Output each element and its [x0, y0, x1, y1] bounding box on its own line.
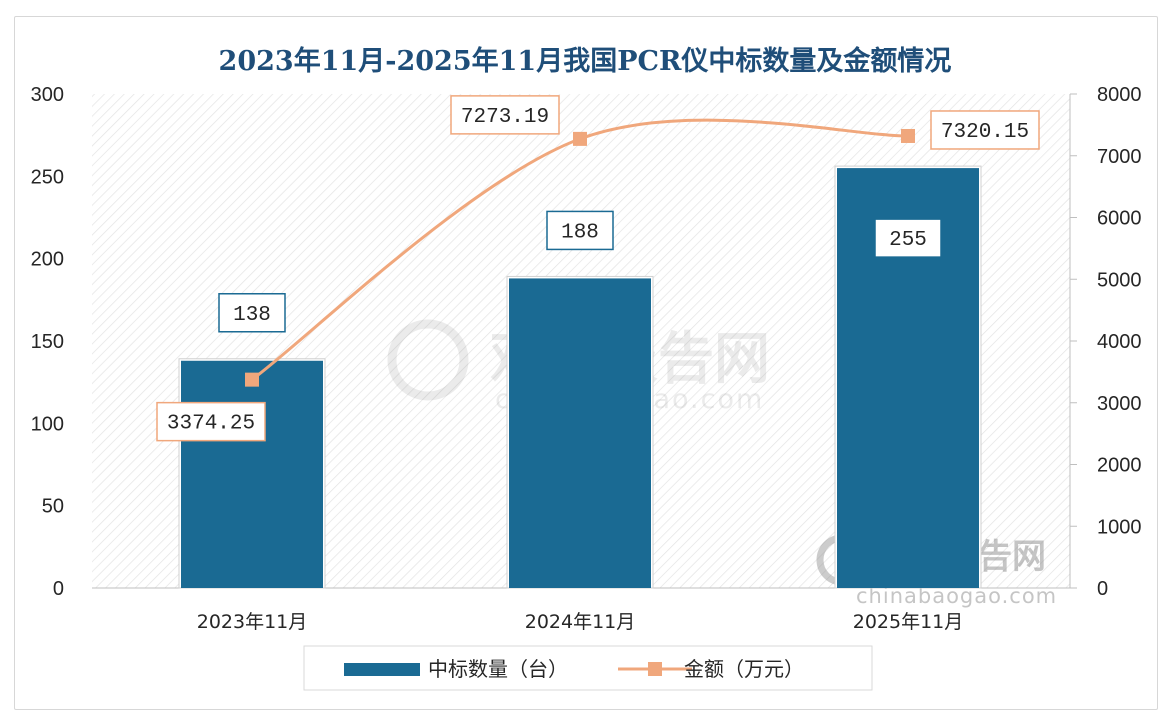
y-right-tick-label: 6000	[1097, 208, 1142, 230]
legend-line-label: 金额（万元）	[684, 657, 804, 681]
line-data-label: 7273.19	[461, 106, 549, 129]
y-right-tick-label: 7000	[1097, 146, 1142, 168]
y-left-tick-label: 100	[31, 413, 64, 435]
bar-data-label-box	[874, 218, 942, 258]
y-right-tick-label: 2000	[1097, 455, 1142, 477]
bar-data-label-box	[218, 293, 286, 333]
y-left-tick-label: 150	[31, 331, 64, 353]
bar	[181, 360, 323, 588]
line-data-label-box	[156, 401, 266, 442]
bar-data-label: 188	[561, 221, 599, 244]
y-left-tick-label: 300	[31, 84, 64, 106]
bar	[509, 278, 651, 588]
legend-bar-label: 中标数量（台）	[428, 657, 568, 681]
line-point	[573, 131, 587, 146]
y-left-tick-label: 250	[31, 166, 64, 188]
x-tick-label: 2024年11月	[525, 611, 636, 633]
bar-data-label: 138	[233, 304, 271, 327]
line-data-label-box	[930, 110, 1040, 150]
legend: 中标数量（台） 金额（万元）	[303, 645, 873, 691]
y-right-tick-label: 4000	[1097, 331, 1142, 353]
y-right-tick-label: 1000	[1097, 516, 1142, 538]
y-right-tick-label: 5000	[1097, 269, 1142, 291]
bar-data-label-box	[546, 210, 614, 251]
y-left-tick-label: 0	[53, 578, 64, 600]
legend-line-marker	[648, 662, 662, 676]
y-right-tick-label: 3000	[1097, 393, 1142, 415]
line-point	[901, 128, 915, 143]
y-left-tick-label: 50	[42, 496, 64, 518]
line-point	[245, 372, 259, 387]
chart-title: 2023年11月-2025年11月我国PCR仪中标数量及金额情况	[219, 45, 952, 77]
line-data-label-box	[450, 95, 560, 135]
watermark-logo-icon	[387, 319, 469, 401]
y-right-tick-label: 8000	[1097, 84, 1142, 106]
line-data-label: 3374.25	[167, 413, 255, 436]
line-data-label: 7320.15	[941, 121, 1029, 144]
legend-bar-swatch	[344, 663, 420, 676]
x-tick-label: 2023年11月	[197, 611, 308, 633]
bar-data-label: 255	[889, 229, 927, 252]
x-tick-label: 2025年11月	[853, 611, 964, 633]
y-left-tick-label: 200	[31, 249, 64, 271]
y-right-tick-label: 0	[1097, 578, 1108, 600]
